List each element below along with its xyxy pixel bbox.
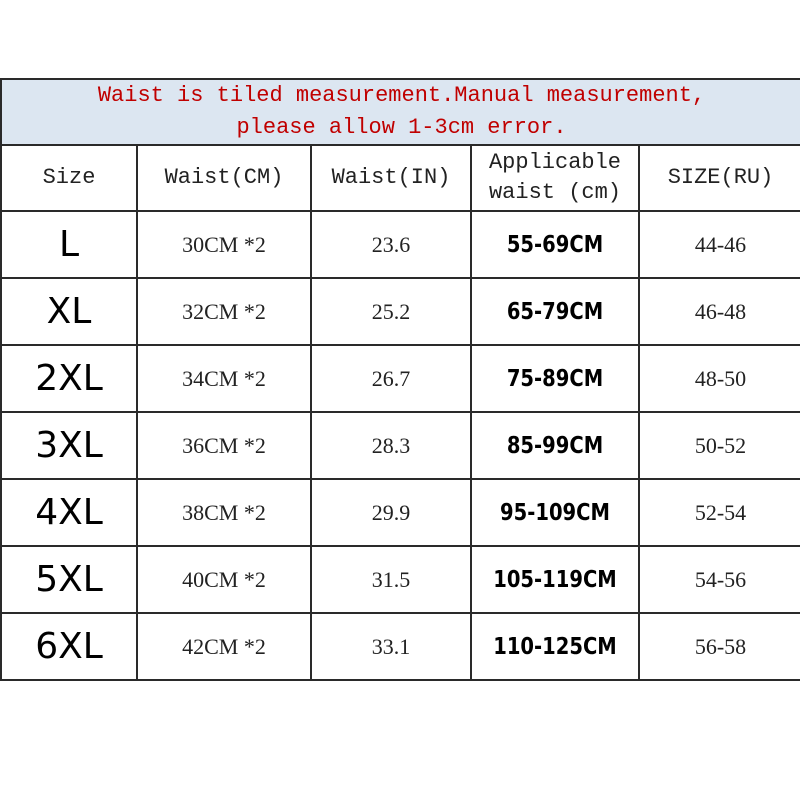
table-row: 5XL 40CM *2 31.5 105-119CM 54-56 <box>0 545 800 614</box>
waist-cm-cell: 36CM *2 <box>136 411 312 480</box>
note-line-2: please allow 1-3cm error. <box>236 115 567 140</box>
applicable-waist-cell-text: 85-99CM <box>506 432 604 459</box>
size-ru-cell: 44-46 <box>637 210 800 279</box>
size-cell: 3XL <box>0 411 138 480</box>
size-cell-text: 2XL <box>35 358 103 399</box>
table-row: 4XL 38CM *2 29.9 95-109CM 52-54 <box>0 478 800 547</box>
size-ru-cell-text: 56-58 <box>694 633 747 659</box>
waist-in-cell: 28.3 <box>310 411 472 480</box>
size-cell: 5XL <box>0 545 138 614</box>
size-chart-table: Waist is tiled measurement.Manual measur… <box>0 78 800 681</box>
waist-cm-cell-text: 40CM *2 <box>182 566 266 592</box>
applicable-waist-cell: 110-125CM <box>470 612 640 681</box>
waist-in-cell-text: 31.5 <box>371 566 411 592</box>
size-ru-cell: 46-48 <box>637 277 800 346</box>
waist-in-cell-text: 26.7 <box>371 365 411 391</box>
table-row: XL 32CM *2 25.2 65-79CM 46-48 <box>0 277 800 346</box>
waist-cm-cell: 38CM *2 <box>136 478 312 547</box>
header-waist-in: Waist(IN) <box>310 144 472 212</box>
header-size: Size <box>0 144 138 212</box>
table-row: 6XL 42CM *2 33.1 110-125CM 56-58 <box>0 612 800 681</box>
measurement-note: Waist is tiled measurement.Manual measur… <box>0 78 800 146</box>
measurement-note-banner: Waist is tiled measurement.Manual measur… <box>0 78 800 146</box>
header-size-ru: SIZE(RU) <box>637 144 800 212</box>
waist-cm-cell: 30CM *2 <box>136 210 312 279</box>
size-cell-text: 4XL <box>35 492 103 533</box>
waist-in-cell: 26.7 <box>310 344 472 413</box>
size-ru-cell-text: 52-54 <box>694 499 747 525</box>
waist-cm-cell-text: 38CM *2 <box>182 499 266 525</box>
size-ru-cell-text: 48-50 <box>694 365 747 391</box>
applicable-waist-cell: 105-119CM <box>470 545 640 614</box>
size-cell: L <box>0 210 138 279</box>
table-row: 3XL 36CM *2 28.3 85-99CM 50-52 <box>0 411 800 480</box>
size-ru-cell-text: 54-56 <box>694 566 747 592</box>
applicable-waist-cell-text: 55-69CM <box>506 231 604 258</box>
waist-in-cell: 29.9 <box>310 478 472 547</box>
size-ru-cell: 50-52 <box>637 411 800 480</box>
applicable-waist-cell: 55-69CM <box>470 210 640 279</box>
size-cell: 4XL <box>0 478 138 547</box>
waist-in-cell: 33.1 <box>310 612 472 681</box>
size-cell-text: L <box>58 224 80 265</box>
header-applicable-waist: Applicable waist (cm) <box>470 144 640 212</box>
size-ru-cell-text: 46-48 <box>694 298 747 324</box>
applicable-waist-cell: 75-89CM <box>470 344 640 413</box>
applicable-waist-cell: 95-109CM <box>470 478 640 547</box>
waist-cm-cell: 42CM *2 <box>136 612 312 681</box>
waist-in-cell-text: 29.9 <box>371 499 411 525</box>
applicable-waist-cell-text: 75-89CM <box>506 365 604 392</box>
waist-in-cell: 23.6 <box>310 210 472 279</box>
applicable-waist-cell-text: 110-125CM <box>493 633 617 660</box>
applicable-waist-cell: 65-79CM <box>470 277 640 346</box>
size-cell-text: XL <box>46 291 92 332</box>
size-cell-text: 3XL <box>35 425 103 466</box>
waist-cm-cell-text: 34CM *2 <box>182 365 266 391</box>
waist-cm-cell-text: 30CM *2 <box>182 231 266 257</box>
table-row: L 30CM *2 23.6 55-69CM 44-46 <box>0 210 800 279</box>
size-cell-text: 6XL <box>35 626 103 667</box>
table-row: 2XL 34CM *2 26.7 75-89CM 48-50 <box>0 344 800 413</box>
waist-cm-cell-text: 36CM *2 <box>182 432 266 458</box>
waist-in-cell: 31.5 <box>310 545 472 614</box>
size-cell: 6XL <box>0 612 138 681</box>
size-cell-text: 5XL <box>35 559 103 600</box>
applicable-waist-cell-text: 105-119CM <box>493 566 617 593</box>
waist-cm-cell: 32CM *2 <box>136 277 312 346</box>
waist-in-cell-text: 25.2 <box>371 298 411 324</box>
size-ru-cell: 54-56 <box>637 545 800 614</box>
header-waist-cm: Waist(CM) <box>136 144 312 212</box>
waist-cm-cell-text: 42CM *2 <box>182 633 266 659</box>
size-cell: 2XL <box>0 344 138 413</box>
applicable-waist-cell: 85-99CM <box>470 411 640 480</box>
note-line-1: Waist is tiled measurement.Manual measur… <box>97 83 706 108</box>
size-ru-cell: 52-54 <box>637 478 800 547</box>
size-ru-cell: 56-58 <box>637 612 800 681</box>
waist-cm-cell-text: 32CM *2 <box>182 298 266 324</box>
applicable-waist-cell-text: 65-79CM <box>506 298 604 325</box>
header-row: Size Waist(CM) Waist(IN) Applicable wais… <box>0 144 800 212</box>
header-applicable-line-2: waist (cm) <box>488 180 622 205</box>
applicable-waist-cell-text: 95-109CM <box>500 499 610 526</box>
waist-in-cell-text: 23.6 <box>371 231 411 257</box>
size-ru-cell-text: 50-52 <box>694 432 747 458</box>
size-cell: XL <box>0 277 138 346</box>
size-ru-cell: 48-50 <box>637 344 800 413</box>
header-applicable-line-1: Applicable <box>488 150 622 175</box>
waist-in-cell: 25.2 <box>310 277 472 346</box>
waist-in-cell-text: 28.3 <box>371 432 411 458</box>
waist-in-cell-text: 33.1 <box>371 633 411 659</box>
waist-cm-cell: 40CM *2 <box>136 545 312 614</box>
waist-cm-cell: 34CM *2 <box>136 344 312 413</box>
size-ru-cell-text: 44-46 <box>694 231 747 257</box>
